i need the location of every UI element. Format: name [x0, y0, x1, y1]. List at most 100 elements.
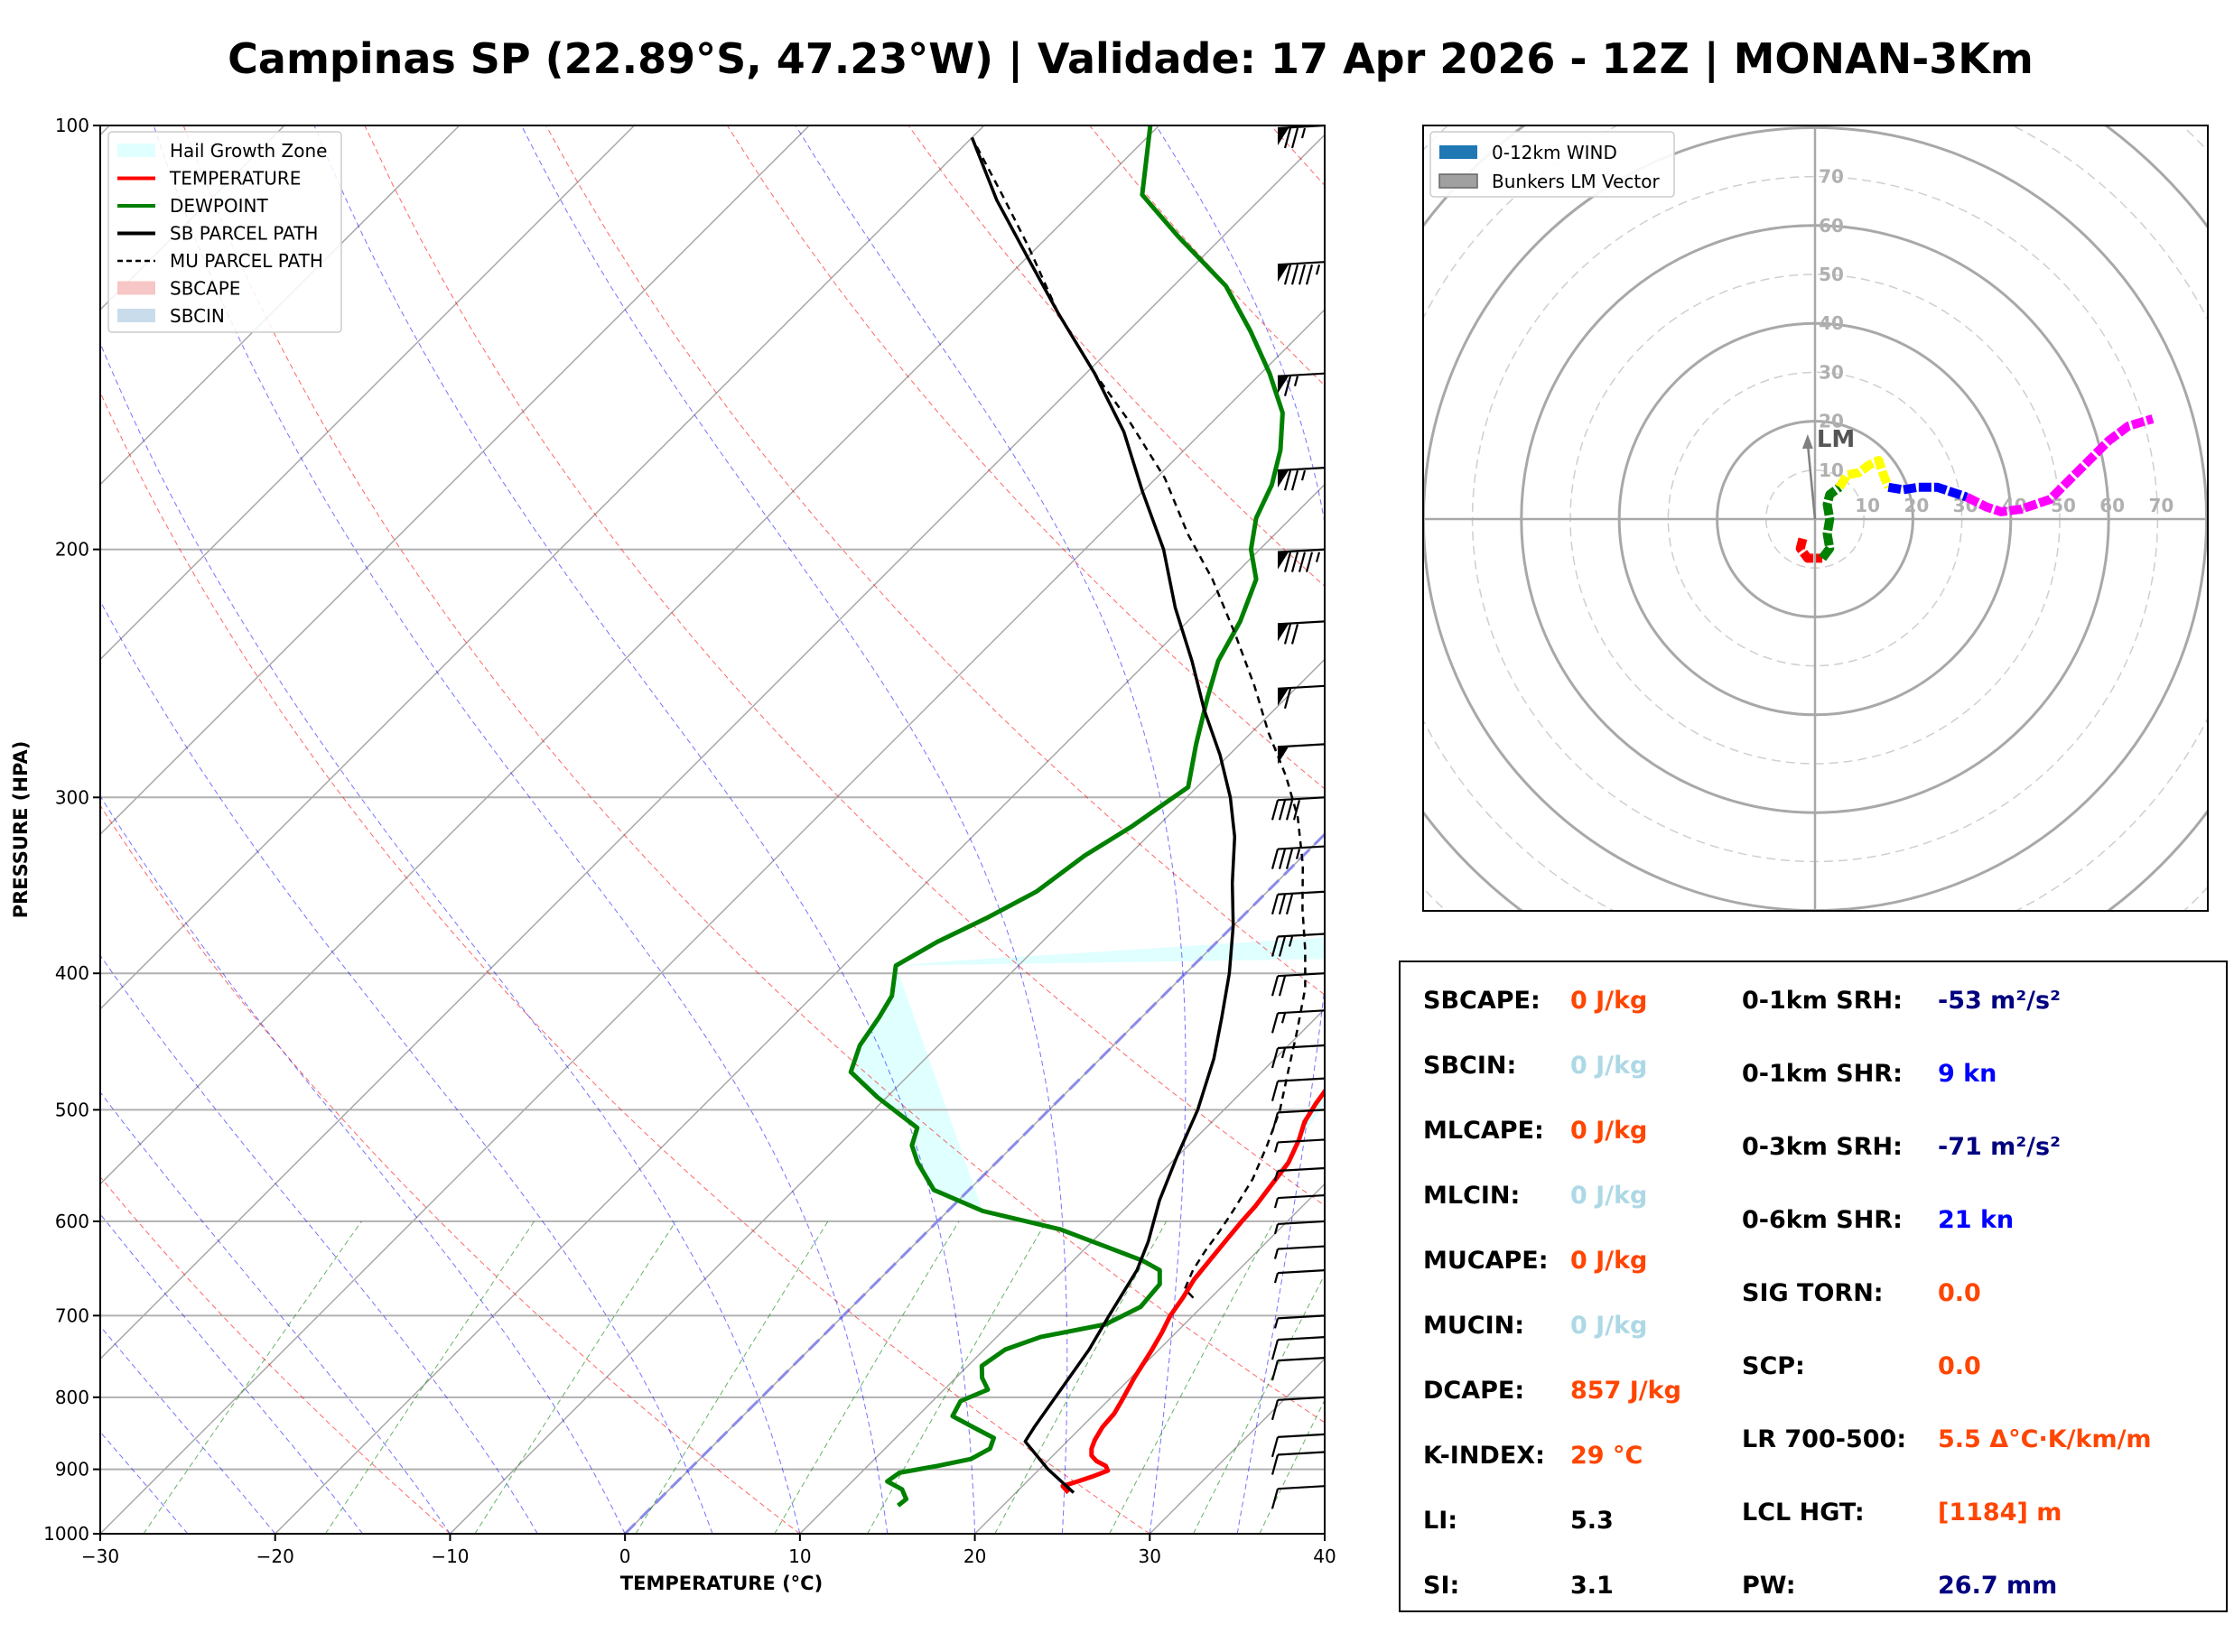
- barb-pennant: [1278, 265, 1289, 283]
- legend-swatch: [1438, 173, 1478, 189]
- barb-staff: [1277, 1166, 1326, 1173]
- barb-full: [1290, 624, 1299, 645]
- wind-barb: [1273, 1166, 1326, 1182]
- wind-barb: [1271, 1077, 1326, 1101]
- barb-staff: [1277, 1396, 1326, 1401]
- x-axis-label: TEMPERATURE (°C): [620, 1573, 823, 1594]
- wind-barb: [1271, 1044, 1326, 1069]
- y-axis-label: PRESSURE (HPA): [10, 741, 32, 919]
- wind-barb: [1273, 1314, 1326, 1329]
- param-label: LR 700-500:: [1742, 1425, 1907, 1453]
- x-tick-label: 0: [619, 1545, 631, 1567]
- param-value: 0 J/kg: [1570, 1312, 1648, 1340]
- barb-staff: [1277, 1109, 1326, 1114]
- barb-half: [1295, 849, 1301, 859]
- barb-staff: [1277, 684, 1326, 690]
- legend-label: Bunkers LM Vector: [1492, 171, 1661, 192]
- barb-full: [1271, 1488, 1280, 1509]
- dry-adiabat: [545, 125, 1325, 996]
- barb-staff: [1277, 933, 1326, 938]
- hodo-wind-segment: [1819, 483, 1843, 561]
- legend-label: 0-12km WIND: [1492, 142, 1617, 163]
- isotherm-line: [100, 125, 810, 836]
- legend-label: DEWPOINT: [170, 195, 268, 217]
- barb-staff: [1277, 890, 1326, 896]
- moist-adiabat: [153, 125, 889, 1534]
- param-value: 0 J/kg: [1570, 1247, 1648, 1275]
- hodo-wind-segment: [1795, 537, 1823, 563]
- isotherm-line: [100, 125, 635, 661]
- wind-barb: [1277, 684, 1326, 710]
- barb-half: [1273, 1142, 1280, 1153]
- skewt-legend: Hail Growth Zone TEMPERATURE DEWPOINT SB PA…: [107, 131, 342, 333]
- barb-half: [1315, 264, 1321, 275]
- y-tick-label: 300: [55, 786, 89, 808]
- mixing-ratio-line: [1193, 1274, 1325, 1534]
- hodo-legend: 0-12km WIND Bunkers LM Vector: [1429, 131, 1675, 198]
- y-tick-label: 1000: [43, 1523, 89, 1545]
- moist-adiabat: [1155, 125, 1325, 1534]
- moist-adiabat: [100, 1091, 451, 1534]
- barb-half: [1280, 1012, 1287, 1024]
- hodo-ring-label-u: 20: [1904, 495, 1929, 516]
- barb-full: [1278, 849, 1287, 869]
- param-label: SI:: [1423, 1572, 1460, 1600]
- barb-staff: [1277, 1220, 1326, 1226]
- y-tick-label: 700: [55, 1304, 89, 1326]
- mixing-ratio-line: [324, 1220, 535, 1534]
- moist-adiabat: [100, 1431, 189, 1534]
- hodo-ring-label-v: 40: [1819, 312, 1844, 334]
- hodo-ring-label-v: 20: [1819, 411, 1844, 432]
- barb-full: [1283, 552, 1292, 572]
- barb-half: [1273, 1318, 1280, 1329]
- barb-staff: [1277, 1336, 1326, 1341]
- hodo-wind-segment: [1887, 482, 1969, 502]
- x-tick-label: 30: [1139, 1545, 1161, 1567]
- mixing-ratio-line: [143, 1220, 362, 1534]
- barb-full: [1271, 1339, 1280, 1360]
- wind-barb: [1271, 933, 1326, 957]
- param-value: 5.5 Δ°C·K/km/m: [1938, 1425, 2152, 1453]
- series-mu-parcel-path: [971, 136, 1307, 1299]
- barb-full: [1298, 264, 1307, 285]
- hodo-ring-label-v: 30: [1819, 361, 1844, 383]
- x-tick-label: −30: [81, 1545, 119, 1567]
- barb-half: [1293, 376, 1299, 386]
- bunkers-lm-vector: [1806, 442, 1817, 520]
- barb-staff: [1277, 372, 1326, 377]
- isotherm-line: [100, 125, 985, 1010]
- barb-full: [1283, 376, 1292, 396]
- chart-title: Campinas SP (22.89°S, 47.23°W) | Validad…: [228, 34, 2034, 83]
- barb-full: [1271, 849, 1280, 869]
- wind-barb: [1271, 1009, 1326, 1034]
- barb-half: [1300, 127, 1307, 139]
- legend-label: SBCAPE: [170, 278, 240, 300]
- hodo-wind-segment: [1964, 414, 2155, 516]
- barb-staff: [1277, 743, 1326, 748]
- wind-barb: [1277, 261, 1326, 285]
- hodo-ring-label-v: 60: [1819, 215, 1844, 237]
- barb-full: [1290, 469, 1299, 491]
- wind-barb: [1271, 1396, 1326, 1421]
- barb-half: [1273, 1272, 1280, 1284]
- moist-adiabat: [100, 341, 801, 1534]
- legend-swatch: [1439, 145, 1477, 159]
- barb-full: [1271, 1436, 1280, 1458]
- barb-staff: [1277, 467, 1326, 472]
- barb-staff: [1277, 1245, 1326, 1250]
- barb-staff: [1277, 261, 1326, 266]
- param-value: 29 °C: [1570, 1442, 1643, 1470]
- y-tick-label: 400: [55, 962, 89, 984]
- x-tick-label: −10: [431, 1545, 469, 1567]
- barb-full: [1271, 1399, 1280, 1421]
- barb-half: [1273, 1170, 1280, 1182]
- param-value: 26.7 mm: [1938, 1572, 2058, 1600]
- bunkers-lm-arrowhead: [1801, 433, 1813, 449]
- param-value: 3.1: [1570, 1572, 1614, 1600]
- y-tick-label: 100: [55, 115, 89, 136]
- y-tick-label: 900: [55, 1459, 89, 1480]
- wind-barb: [1271, 796, 1326, 821]
- hodo-ring-label-v: 10: [1819, 459, 1844, 481]
- barb-full: [1271, 1454, 1280, 1475]
